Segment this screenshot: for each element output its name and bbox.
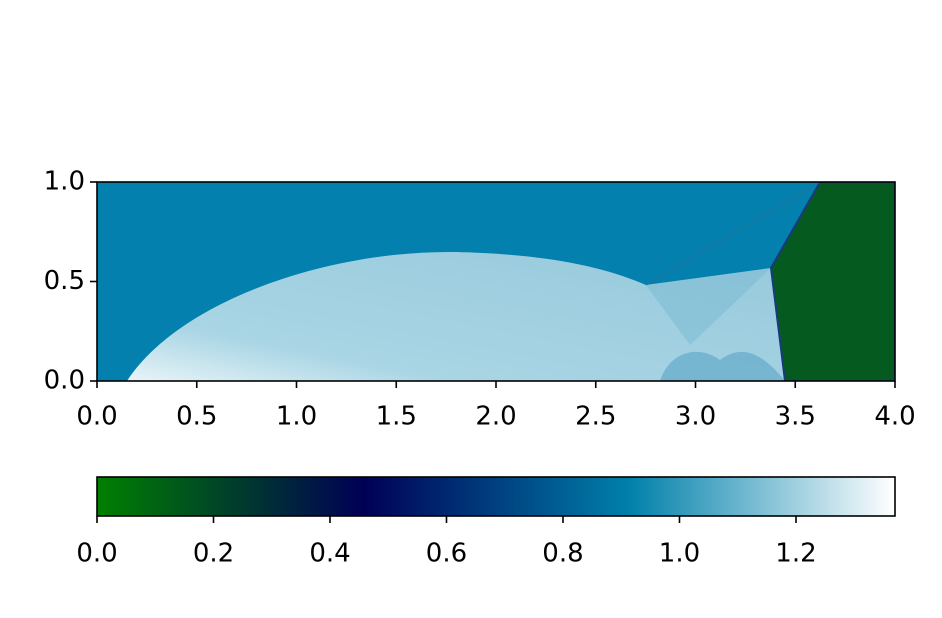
x-tick-label: 0.5 <box>176 402 217 432</box>
colorbar-tick-label: 1.0 <box>659 539 700 569</box>
y-tick-label: 0.5 <box>44 266 85 296</box>
vortex-region <box>660 351 785 381</box>
x-tick-label: 1.0 <box>276 402 317 432</box>
colorbar-tick-label: 0.6 <box>426 539 467 569</box>
colorbar-tick-label: 0.2 <box>193 539 234 569</box>
unshocked-region <box>769 182 895 381</box>
x-tick-label: 3.5 <box>775 402 816 432</box>
field-image <box>97 182 895 381</box>
reflected-shock-region <box>646 268 771 345</box>
shocked-region <box>127 251 785 381</box>
x-tick-label: 0.0 <box>76 402 117 432</box>
shock-line <box>645 182 821 286</box>
colorbar-tick-label: 0.4 <box>309 539 350 569</box>
x-tick-label: 2.5 <box>575 402 616 432</box>
y-tick-label: 1.0 <box>44 167 85 197</box>
y-tick-label: 0.0 <box>44 366 85 396</box>
x-tick-label: 4.0 <box>874 402 915 432</box>
x-tick-label: 1.5 <box>376 402 417 432</box>
colorbar-tick-label: 1.2 <box>775 539 816 569</box>
colorbar-tick-label: 0.8 <box>542 539 583 569</box>
colorbar <box>96 476 896 517</box>
colorbar-tick-label: 0.0 <box>76 539 117 569</box>
x-tick-label: 3.0 <box>675 402 716 432</box>
x-tick-label: 2.0 <box>475 402 516 432</box>
